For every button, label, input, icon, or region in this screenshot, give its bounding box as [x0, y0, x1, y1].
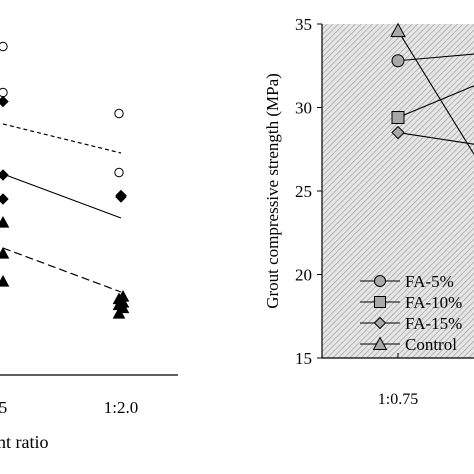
- y-tick-label: 30: [295, 99, 312, 118]
- legend-label: Control: [405, 335, 457, 354]
- series-point-diamond: [391, 125, 405, 140]
- filled-diamond-point: [0, 169, 9, 181]
- series-point-triangle: [390, 22, 406, 38]
- filled-diamond-point: [0, 193, 9, 205]
- legend-diamond-marker: [373, 316, 387, 330]
- series-line-square: [397, 85, 474, 119]
- y-tick-label: 25: [295, 182, 312, 201]
- filled-triangle-point: [0, 215, 10, 228]
- open-circle-point: [0, 87, 8, 98]
- series-line-triangle: [397, 30, 474, 155]
- left-x-axis-label: nt ratio: [0, 432, 49, 452]
- filled-triangle-point: [112, 306, 126, 319]
- y-tick-label: 15: [295, 349, 312, 368]
- series-line-circle: [397, 53, 474, 62]
- open-circle-point: [114, 108, 124, 119]
- legend-label: FA-15%: [405, 314, 462, 333]
- legend-triangle-marker: [372, 336, 388, 351]
- left-chart: 5 1:2.0 nt ratio: [0, 41, 178, 452]
- series-line-diamond: [397, 132, 474, 145]
- y-tick-label: 20: [295, 266, 312, 285]
- legend-label: FA-10%: [405, 293, 462, 312]
- series-point-circle: [391, 54, 405, 68]
- trendline-solid: [2, 173, 122, 219]
- legend-circle-marker: [374, 275, 386, 287]
- legend: FA-5% FA-10% FA-15% Control: [360, 272, 462, 354]
- filled-diamond-point: [0, 95, 9, 108]
- y-tick-label: 35: [295, 15, 312, 34]
- legend-square-marker: [374, 296, 386, 308]
- filled-triangle-point: [0, 246, 10, 259]
- right-y-axis-label: Grout compressive strength (MPa): [263, 73, 282, 309]
- trendline-long-dashed: [2, 247, 122, 293]
- trendline-short-dashed: [2, 123, 122, 154]
- legend-label: FA-5%: [405, 272, 454, 291]
- series-point-square: [391, 111, 405, 125]
- open-circle-point: [0, 41, 8, 52]
- filled-diamond-point: [115, 191, 127, 203]
- open-circle-point: [114, 167, 124, 178]
- x-tick-label: 1:2.0: [104, 398, 138, 417]
- x-tick-label: 5: [0, 398, 7, 417]
- right-chart: 15 20 25 30 35 1:0.75 FA-5% FA-10% FA-15% Contr…: [263, 15, 474, 408]
- filled-triangle-point: [0, 274, 10, 287]
- x-tick-label: 1:0.75: [378, 391, 418, 408]
